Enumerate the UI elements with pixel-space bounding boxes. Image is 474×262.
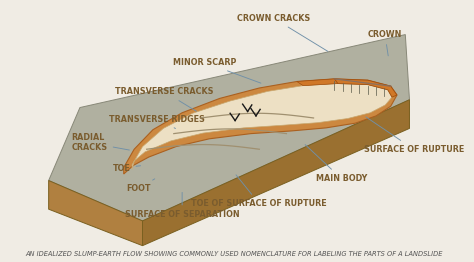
Text: CROWN: CROWN <box>368 30 402 56</box>
Text: AN IDEALIZED SLUMP-EARTH FLOW SHOWING COMMONLY USED NOMENCLATURE FOR LABELING TH: AN IDEALIZED SLUMP-EARTH FLOW SHOWING CO… <box>26 252 443 257</box>
Text: SURFACE OF RUPTURE: SURFACE OF RUPTURE <box>364 117 464 154</box>
Text: MAIN BODY: MAIN BODY <box>305 145 367 183</box>
Text: CROWN CRACKS: CROWN CRACKS <box>237 14 328 51</box>
Text: FOOT: FOOT <box>126 179 155 193</box>
Polygon shape <box>297 79 338 86</box>
Text: MINOR SCARP: MINOR SCARP <box>173 58 261 83</box>
Text: TRANSVERSE CRACKS: TRANSVERSE CRACKS <box>115 88 214 111</box>
Polygon shape <box>334 79 397 97</box>
Polygon shape <box>49 35 410 221</box>
Text: RADIAL
CRACKS: RADIAL CRACKS <box>72 133 129 152</box>
Text: SURFACE OF SEPARATION: SURFACE OF SEPARATION <box>125 192 239 220</box>
Text: TRANSVERSE RIDGES: TRANSVERSE RIDGES <box>109 115 205 128</box>
Polygon shape <box>124 79 397 174</box>
Text: TOE: TOE <box>113 163 141 172</box>
Text: TOE OF SURFACE OF RUPTURE: TOE OF SURFACE OF RUPTURE <box>191 175 327 208</box>
Polygon shape <box>132 84 392 170</box>
Polygon shape <box>143 100 410 246</box>
Polygon shape <box>49 181 143 246</box>
